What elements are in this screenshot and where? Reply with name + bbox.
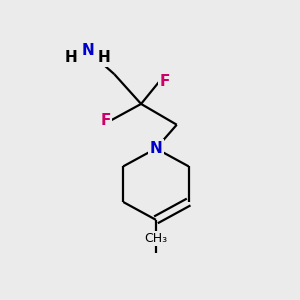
Text: H: H xyxy=(98,50,110,65)
Text: N: N xyxy=(150,141,162,156)
Text: F: F xyxy=(100,113,111,128)
Text: F: F xyxy=(160,74,170,89)
Text: N: N xyxy=(81,43,94,58)
Text: H: H xyxy=(65,50,78,65)
Text: CH₃: CH₃ xyxy=(144,232,167,245)
